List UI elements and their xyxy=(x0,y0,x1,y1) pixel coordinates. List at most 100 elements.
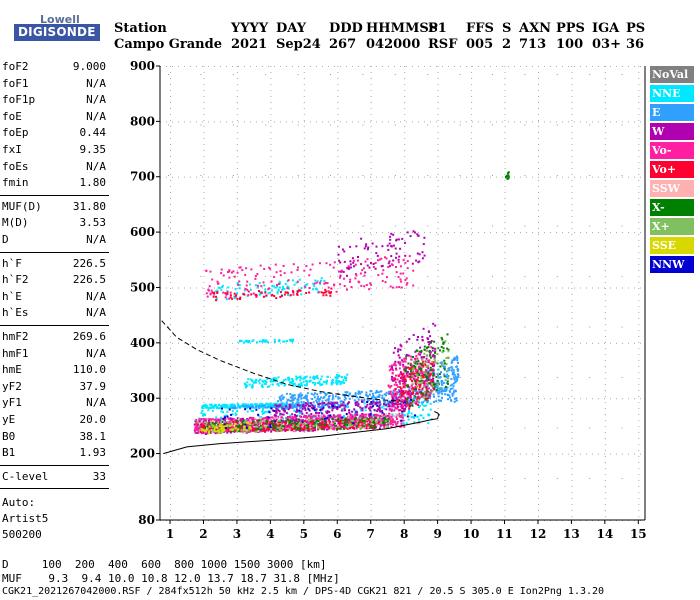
echo-point xyxy=(308,422,311,425)
echo-point xyxy=(291,279,294,282)
echo-point xyxy=(394,360,397,363)
grid-dot xyxy=(471,360,473,361)
grid-dot xyxy=(203,150,205,151)
grid-dot xyxy=(337,168,339,169)
grid-dot xyxy=(404,456,406,457)
echo-point xyxy=(323,428,325,431)
echo-point xyxy=(388,242,391,245)
grid-dot xyxy=(504,120,506,121)
echo-point xyxy=(305,265,308,268)
grid-dot xyxy=(270,456,272,457)
grid-dot xyxy=(358,453,359,455)
echo-point xyxy=(395,367,397,370)
echo-point xyxy=(395,252,398,255)
grid-dot xyxy=(638,360,640,361)
grid-dot xyxy=(196,398,197,400)
echo-point xyxy=(331,379,334,382)
grid-dot xyxy=(471,450,473,451)
grid-dot xyxy=(437,180,439,181)
echo-point xyxy=(332,414,335,417)
grid-dot xyxy=(328,342,329,344)
grid-dot xyxy=(303,456,305,457)
echo-point xyxy=(364,271,367,274)
echo-point xyxy=(334,401,337,404)
echo-point xyxy=(338,270,341,273)
grid-dot xyxy=(270,90,272,91)
grid-dot xyxy=(496,66,497,67)
grid-dot xyxy=(504,210,506,211)
grid-dot xyxy=(544,287,545,289)
grid-dot xyxy=(504,192,506,193)
grid-dot xyxy=(418,176,419,178)
grid-dot xyxy=(571,132,573,133)
echo-point xyxy=(340,409,343,412)
echo-point xyxy=(406,370,409,373)
echo-point xyxy=(445,387,448,389)
echo-point xyxy=(206,430,209,433)
echo-point xyxy=(319,402,321,405)
echo-point xyxy=(307,413,310,416)
echo-point xyxy=(213,293,216,296)
grid-dot xyxy=(504,138,506,139)
echo-point xyxy=(304,283,307,286)
echo-point xyxy=(303,405,306,408)
echo-point xyxy=(451,367,454,370)
grid-dot xyxy=(427,326,429,328)
grid-dot xyxy=(424,453,425,455)
echo-point xyxy=(213,422,216,425)
grid-dot xyxy=(404,78,406,79)
grid-dot xyxy=(236,318,238,319)
grid-dot xyxy=(504,504,506,505)
echo-point xyxy=(311,263,314,266)
grid-dot xyxy=(370,108,372,109)
echo-point xyxy=(437,395,440,398)
echo-point xyxy=(348,267,350,270)
grid-dot xyxy=(571,450,573,451)
grid-dot xyxy=(538,378,539,379)
grid-dot xyxy=(236,324,238,325)
grid-dot xyxy=(586,176,587,178)
grid-dot xyxy=(604,150,606,151)
grid-dot xyxy=(370,204,372,205)
grid-dot xyxy=(178,176,179,178)
grid-dot xyxy=(364,342,365,344)
grid-dot xyxy=(270,348,272,349)
echo-point xyxy=(274,406,277,409)
echo-point xyxy=(425,404,427,407)
grid-dot xyxy=(586,287,587,289)
echo-point xyxy=(384,404,387,407)
grid-dot xyxy=(404,342,406,343)
grid-dot xyxy=(292,66,293,67)
echo-point xyxy=(254,380,257,383)
echo-point xyxy=(238,340,241,343)
echo-point xyxy=(222,411,224,414)
grid-dot xyxy=(471,108,473,109)
grid-dot xyxy=(337,366,339,367)
echo-point xyxy=(422,417,425,419)
grid-dot xyxy=(638,186,640,187)
echo-point xyxy=(398,412,401,415)
echo-point xyxy=(283,421,286,423)
grid-dot xyxy=(358,66,359,67)
echo-point xyxy=(331,398,334,401)
grid-dot xyxy=(178,453,179,455)
grid-dot xyxy=(170,96,171,97)
echo-point xyxy=(397,361,400,364)
echo-point xyxy=(327,401,330,404)
grid-dot xyxy=(370,312,372,313)
grid-dot xyxy=(170,252,171,253)
echo-point xyxy=(319,392,322,395)
grid-dot xyxy=(170,438,171,439)
echo-point xyxy=(383,419,386,422)
echo-point xyxy=(316,397,319,400)
echo-point xyxy=(314,429,317,432)
grid-dot xyxy=(556,478,558,479)
grid-dot xyxy=(571,486,573,487)
grid-dot xyxy=(437,138,439,139)
echo-point xyxy=(344,391,347,394)
echo-point xyxy=(296,376,299,379)
grid-dot xyxy=(571,444,573,445)
grid-dot xyxy=(424,398,425,400)
grid-dot xyxy=(190,342,191,344)
grid-dot xyxy=(466,66,467,67)
